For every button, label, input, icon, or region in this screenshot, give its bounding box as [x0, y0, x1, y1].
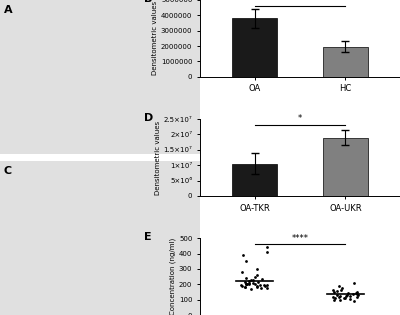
Point [331, 297, 338, 302]
Point [243, 276, 250, 281]
Point [354, 290, 360, 295]
Bar [323, 138, 368, 196]
Point [331, 289, 338, 295]
Point [338, 287, 344, 292]
Point [254, 285, 260, 290]
Point [252, 281, 258, 286]
Point [339, 286, 346, 291]
Text: ****: **** [292, 234, 308, 243]
Point [344, 293, 350, 298]
Point [242, 279, 248, 284]
Point [243, 281, 249, 286]
Point [330, 288, 336, 293]
Text: C: C [4, 166, 12, 176]
Point [254, 272, 260, 278]
Point [257, 283, 264, 288]
Point [347, 294, 353, 299]
Point [258, 285, 264, 290]
Bar [232, 19, 277, 77]
Point [336, 283, 342, 288]
Point [246, 281, 252, 286]
Text: E: E [144, 232, 152, 242]
Point [246, 279, 252, 284]
Point [246, 280, 252, 285]
Text: *: * [298, 114, 302, 123]
Bar [232, 164, 277, 196]
Point [240, 253, 246, 258]
Point [264, 245, 270, 250]
Point [341, 296, 347, 301]
Y-axis label: Densitometric values: Densitometric values [155, 120, 161, 195]
Point [239, 269, 245, 274]
Point [334, 289, 340, 294]
Point [351, 280, 358, 285]
Point [345, 290, 351, 295]
Point [264, 286, 270, 291]
Point [355, 292, 362, 297]
Y-axis label: Densitometric values: Densitometric values [152, 1, 158, 76]
Point [242, 259, 249, 264]
Point [337, 293, 344, 298]
Point [343, 293, 349, 298]
Point [354, 294, 360, 299]
Point [239, 284, 246, 289]
Point [254, 279, 261, 284]
Point [243, 282, 249, 287]
Point [254, 283, 260, 288]
Point [248, 286, 254, 291]
Y-axis label: Concentration (ng/ml): Concentration (ng/ml) [170, 238, 176, 315]
Point [353, 291, 360, 296]
Point [342, 295, 348, 300]
Point [248, 278, 254, 283]
Point [260, 282, 267, 287]
Point [336, 294, 342, 299]
Point [259, 276, 266, 281]
Text: ****: **** [292, 0, 308, 4]
Point [351, 299, 357, 304]
Point [347, 296, 354, 301]
Point [264, 249, 270, 255]
Point [337, 298, 343, 303]
Bar [323, 47, 368, 77]
Text: A: A [4, 5, 13, 14]
Point [250, 281, 256, 286]
Point [238, 283, 245, 288]
Point [264, 283, 270, 288]
Point [250, 277, 256, 282]
Text: B: B [144, 0, 152, 4]
Point [354, 291, 361, 296]
Point [261, 284, 268, 289]
Point [330, 295, 336, 300]
Point [242, 284, 248, 289]
Point [244, 282, 250, 287]
Text: D: D [144, 113, 153, 123]
Point [334, 293, 340, 298]
Point [332, 295, 338, 301]
Point [242, 284, 248, 289]
Point [254, 266, 261, 272]
Point [350, 292, 356, 297]
Point [252, 274, 258, 279]
